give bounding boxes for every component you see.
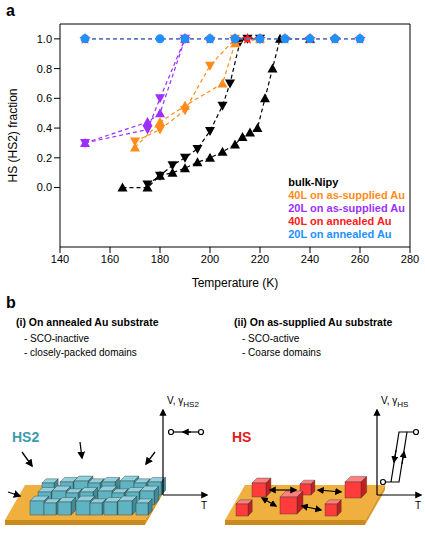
svg-text:- Coarse domains: - Coarse domains bbox=[242, 347, 321, 358]
svg-text:180: 180 bbox=[151, 253, 169, 265]
svg-text:T: T bbox=[201, 500, 207, 511]
svg-text:V, γHS: V, γHS bbox=[381, 395, 408, 409]
svg-text:HS2: HS2 bbox=[12, 429, 39, 445]
svg-text:(ii) On as-supplied Au substra: (ii) On as-supplied Au substrate bbox=[234, 316, 392, 328]
svg-text:140: 140 bbox=[51, 253, 69, 265]
html-text:20L on as-supplied Au: 20L on as-supplied Au bbox=[288, 202, 405, 214]
svg-text:T: T bbox=[415, 500, 421, 511]
html-text:40L on as-supplied Au: 40L on as-supplied Au bbox=[288, 189, 405, 201]
svg-text:- SCO-active: - SCO-active bbox=[242, 333, 300, 344]
svg-text:(i) On annealed Au substrate: (i) On annealed Au substrate bbox=[16, 316, 159, 328]
svg-text:b: b bbox=[6, 294, 16, 311]
svg-text:260: 260 bbox=[351, 253, 369, 265]
svg-text:0.0: 0.0 bbox=[37, 181, 52, 193]
svg-text:- closely-packed domains: - closely-packed domains bbox=[24, 347, 137, 358]
svg-text:- SCO-inactive: - SCO-inactive bbox=[24, 333, 89, 344]
svg-text:1.0: 1.0 bbox=[37, 33, 52, 45]
svg-text:0.2: 0.2 bbox=[37, 152, 52, 164]
svg-text:V, γHS2: V, γHS2 bbox=[167, 395, 199, 409]
html-text:a: a bbox=[6, 2, 15, 19]
svg-text:HS: HS bbox=[232, 429, 251, 445]
svg-text:240: 240 bbox=[301, 253, 319, 265]
svg-text:0.6: 0.6 bbox=[37, 92, 52, 104]
svg-text:280: 280 bbox=[401, 253, 419, 265]
svg-text:0.4: 0.4 bbox=[37, 122, 52, 134]
svg-text:200: 200 bbox=[201, 253, 219, 265]
svg-text:0.8: 0.8 bbox=[37, 63, 52, 75]
html-text:40L on annealed Au: 40L on annealed Au bbox=[288, 215, 392, 227]
html-text:bulk-Nipy: bulk-Nipy bbox=[288, 176, 339, 188]
svg-text:Temperature (K): Temperature (K) bbox=[192, 276, 279, 290]
svg-text:220: 220 bbox=[251, 253, 269, 265]
svg-text:160: 160 bbox=[101, 253, 119, 265]
svg-text:HS (HS2) fraction: HS (HS2) fraction bbox=[6, 88, 20, 182]
html-text:20L on annealed Au: 20L on annealed Au bbox=[288, 228, 392, 240]
